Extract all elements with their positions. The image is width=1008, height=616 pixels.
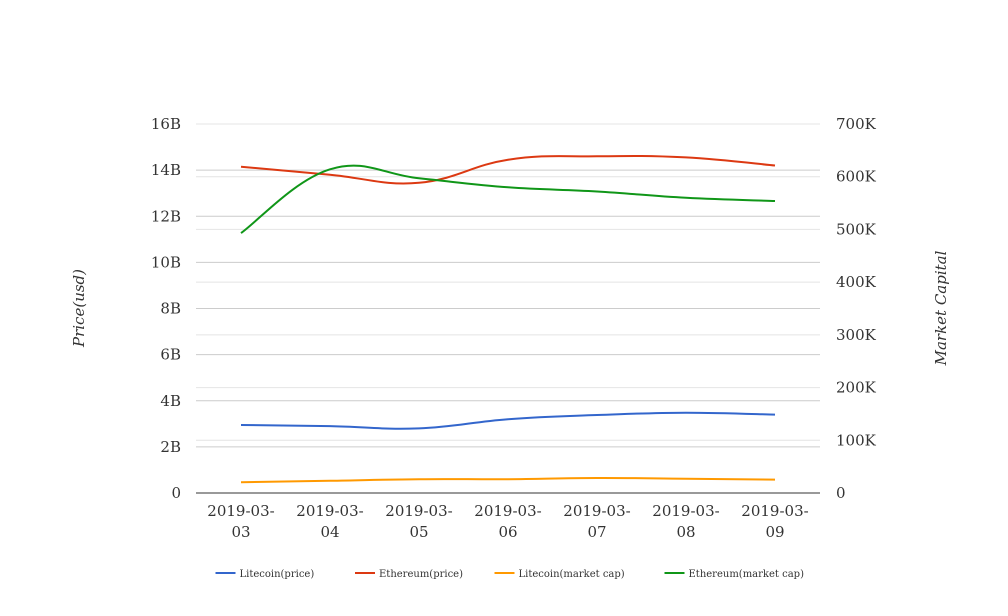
left-tick-label: 2B xyxy=(160,438,181,456)
right-tick-label: 100K xyxy=(836,431,877,449)
x-tick-label: 2019-03-03 xyxy=(207,502,274,541)
right-tick-label: 700K xyxy=(836,115,877,133)
right-axis-title: Market Capital xyxy=(932,250,950,366)
legend-item: Ethereum(market cap) xyxy=(664,569,805,580)
left-tick-label: 8B xyxy=(160,300,181,318)
x-tick-label: 2019-03-04 xyxy=(296,502,363,541)
legend-item: Litecoin(market cap) xyxy=(494,569,625,580)
left-tick-label: 16B xyxy=(151,115,181,133)
legend-label: Litecoin(market cap) xyxy=(519,569,625,580)
series-line-ethereum-price xyxy=(240,154,776,185)
left-tick-label: 6B xyxy=(160,346,181,364)
right-tick-label: 200K xyxy=(836,379,877,397)
x-tick-label: 2019-03-08 xyxy=(652,502,719,541)
x-tick-label: 2019-03-05 xyxy=(385,502,452,541)
left-axis-title: Price(usd) xyxy=(70,269,88,348)
x-tick-label: 2019-03-09 xyxy=(741,502,808,541)
series-line-ethereum-market-cap xyxy=(240,164,776,234)
series-line-litecoin-price xyxy=(240,411,776,430)
right-tick-label: 400K xyxy=(836,273,877,291)
left-tick-label: 12B xyxy=(151,207,181,225)
x-tick-label: 2019-03-07 xyxy=(563,502,630,541)
x-tick-label: 2019-03-06 xyxy=(474,502,541,541)
legend-item: Ethereum(price) xyxy=(355,569,463,580)
legend-label: Litecoin(price) xyxy=(240,569,315,580)
left-axis-ticks: 0 2B 4B 6B 8B 10B 12B 14B 16B xyxy=(151,115,181,502)
x-axis-ticks: 2019-03-03 2019-03-04 2019-03-05 2019-03-06… xyxy=(207,502,808,541)
right-tick-label: 500K xyxy=(836,220,877,238)
legend-item: Litecoin(price) xyxy=(215,569,315,580)
legend-label: Ethereum(price) xyxy=(379,569,463,580)
left-tick-label: 10B xyxy=(151,253,181,271)
series-lines xyxy=(240,154,776,484)
series-line-litecoin-market-cap xyxy=(240,476,776,484)
gridlines xyxy=(196,123,820,448)
right-tick-label: 300K xyxy=(836,326,877,344)
right-tick-label: 600K xyxy=(836,168,877,186)
legend: Litecoin(price) Ethereum(price) Litecoin(m… xyxy=(215,569,805,580)
left-tick-label: 4B xyxy=(160,392,181,410)
left-tick-label: 0 xyxy=(171,484,181,502)
right-axis-ticks: 0 100K 200K 300K 400K 500K 600K 700K xyxy=(836,115,877,502)
legend-label: Ethereum(market cap) xyxy=(689,569,805,580)
left-tick-label: 14B xyxy=(151,161,181,179)
right-tick-label: 0 xyxy=(836,484,846,502)
